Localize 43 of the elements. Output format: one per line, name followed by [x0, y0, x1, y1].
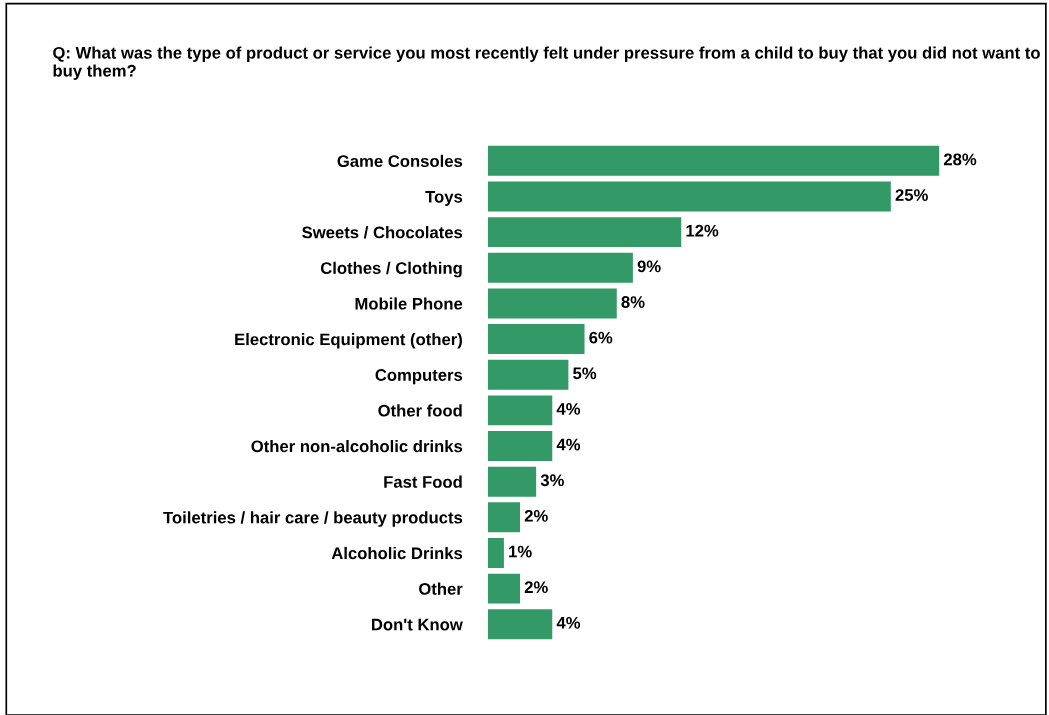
data-label: 9%: [637, 260, 661, 273]
y-tick-label: Other non-alcoholic drinks: [251, 439, 463, 453]
data-label: 12%: [686, 224, 719, 237]
bar: [487, 537, 504, 568]
y-tick-label: Alcoholic Drinks: [331, 546, 463, 560]
data-label: 5%: [573, 367, 597, 380]
bar: [487, 466, 537, 497]
chart-title: Q: What was the type of product or service you most recently felt under pressure from a child to buy that you did not want to buy them?: [53, 46, 1040, 80]
data-label: 4%: [556, 616, 581, 629]
data-label: 4%: [556, 403, 581, 415]
y-tick-label: Electronic Equipment (other): [235, 333, 462, 349]
y-tick-label: Toys: [425, 191, 463, 206]
y-tick-label: Fast Food: [384, 475, 462, 488]
y-tick-label: Mobile Phone: [355, 297, 463, 310]
bar: [487, 502, 521, 533]
y-tick-label: Don't Know: [372, 618, 463, 631]
y-tick-label: Sweets / Chocolates: [302, 226, 463, 239]
y-tick-label: Clothes / Clothing: [320, 261, 462, 278]
y-tick-label: Computers: [375, 369, 463, 385]
data-label: 1%: [509, 545, 532, 558]
bar: [487, 252, 633, 283]
data-label: 28%: [943, 153, 977, 166]
data-label: 8%: [621, 296, 645, 308]
bar: [487, 395, 553, 426]
bar: [487, 145, 940, 176]
bar: [487, 288, 617, 319]
bar: [487, 217, 682, 248]
bar: [487, 609, 553, 640]
bar: [487, 324, 585, 355]
y-tick-label: Other food: [378, 404, 462, 417]
data-label: 4%: [556, 438, 581, 451]
data-label: 3%: [540, 474, 564, 487]
data-label: 25%: [895, 189, 928, 201]
bar: [487, 359, 569, 390]
y-tick-label: Toiletries / hair care / beauty products: [163, 511, 463, 527]
bar: [487, 573, 521, 604]
y-tick-label: Other: [419, 582, 463, 595]
bar: [487, 181, 891, 212]
data-label: 2%: [524, 581, 548, 594]
data-label: 6%: [589, 331, 613, 344]
bar: [487, 431, 553, 461]
data-label: 2%: [524, 509, 548, 522]
y-tick-label: Game Consoles: [337, 154, 463, 168]
